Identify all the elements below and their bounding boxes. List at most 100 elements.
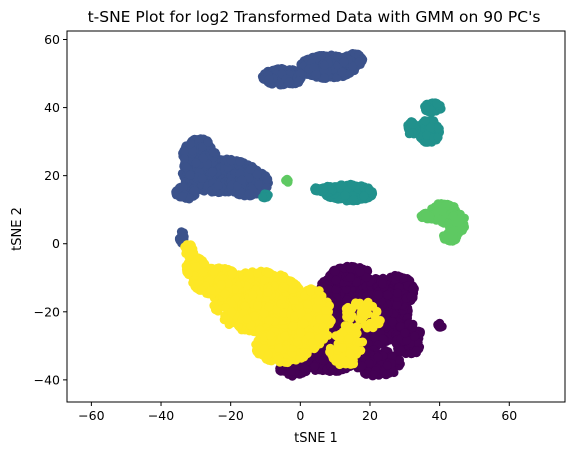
series-2 [258, 98, 446, 206]
data-point [283, 177, 293, 187]
data-point [393, 288, 402, 298]
data-point [191, 158, 201, 168]
data-point [347, 180, 357, 190]
data-point [410, 331, 420, 341]
data-point [244, 189, 254, 199]
data-point [180, 147, 190, 156]
data-point [252, 169, 262, 179]
data-point [453, 217, 463, 227]
data-point [331, 285, 341, 294]
data-point [406, 292, 416, 301]
data-point [378, 279, 387, 289]
data-point [208, 167, 217, 177]
data-point [361, 272, 371, 282]
data-point [354, 57, 364, 67]
data-point [396, 321, 405, 331]
data-point [365, 185, 375, 195]
data-point [337, 180, 347, 190]
data-point [378, 334, 388, 344]
data-point [264, 74, 274, 84]
data-point [185, 139, 195, 149]
data-point [331, 275, 341, 285]
data-point [311, 70, 321, 79]
data-point [402, 335, 412, 345]
data-point [370, 333, 380, 343]
data-point [420, 102, 430, 112]
data-point [407, 118, 416, 128]
data-point [439, 233, 449, 243]
data-point [198, 153, 208, 163]
data-point [235, 157, 245, 166]
data-point [309, 362, 319, 372]
data-point [355, 267, 365, 277]
data-point [187, 146, 197, 156]
series-3 [281, 174, 469, 246]
data-point [364, 358, 374, 368]
data-point [349, 195, 359, 204]
data-point [330, 267, 340, 276]
data-point [226, 156, 236, 165]
data-point [408, 284, 418, 294]
data-point [317, 51, 326, 60]
data-point [404, 129, 414, 139]
data-point [185, 170, 195, 180]
data-point [208, 147, 218, 157]
data-point [178, 182, 188, 192]
data-point [433, 133, 443, 142]
data-point [263, 175, 273, 185]
data-point [374, 290, 383, 300]
data-point [345, 263, 355, 273]
data-point [387, 317, 397, 327]
series-4 [180, 240, 385, 370]
data-point [369, 370, 379, 380]
data-point [333, 316, 343, 326]
data-point [361, 369, 371, 379]
data-point [373, 352, 383, 362]
data-point [284, 77, 294, 87]
data-point [400, 328, 410, 338]
series-1 [171, 49, 368, 248]
data-point [287, 366, 296, 376]
data-point [345, 273, 355, 282]
data-point [425, 211, 435, 221]
scatter-points [171, 49, 469, 381]
data-point [319, 60, 329, 70]
data-point [392, 300, 402, 310]
data-point [411, 346, 421, 356]
data-point [258, 192, 268, 202]
data-point [294, 76, 304, 86]
data-point [437, 206, 447, 216]
data-point [181, 162, 191, 172]
data-point [382, 361, 392, 370]
data-point [396, 346, 406, 355]
data-point [237, 175, 247, 185]
data-point [203, 137, 213, 147]
data-point [185, 193, 195, 203]
data-point [179, 154, 189, 164]
data-point [246, 164, 256, 174]
data-point [395, 355, 404, 365]
data-point [213, 181, 223, 190]
data-point [362, 265, 372, 275]
data-point [197, 174, 207, 183]
data-point [432, 98, 442, 108]
data-point [434, 319, 444, 329]
data-point [420, 116, 430, 126]
data-point [177, 192, 187, 202]
data-point [340, 190, 350, 200]
data-point [244, 173, 254, 183]
data-point [179, 232, 189, 242]
data-point [383, 290, 393, 300]
data-point [320, 73, 329, 83]
data-point [339, 57, 349, 67]
data-point [342, 295, 352, 305]
chart-title: t-SNE Plot for log2 Transformed Data wit… [88, 8, 541, 26]
data-point [318, 183, 328, 193]
data-point [254, 180, 264, 189]
data-point [399, 273, 408, 283]
data-point [189, 186, 199, 196]
data-point [357, 361, 367, 371]
data-point [408, 322, 418, 332]
